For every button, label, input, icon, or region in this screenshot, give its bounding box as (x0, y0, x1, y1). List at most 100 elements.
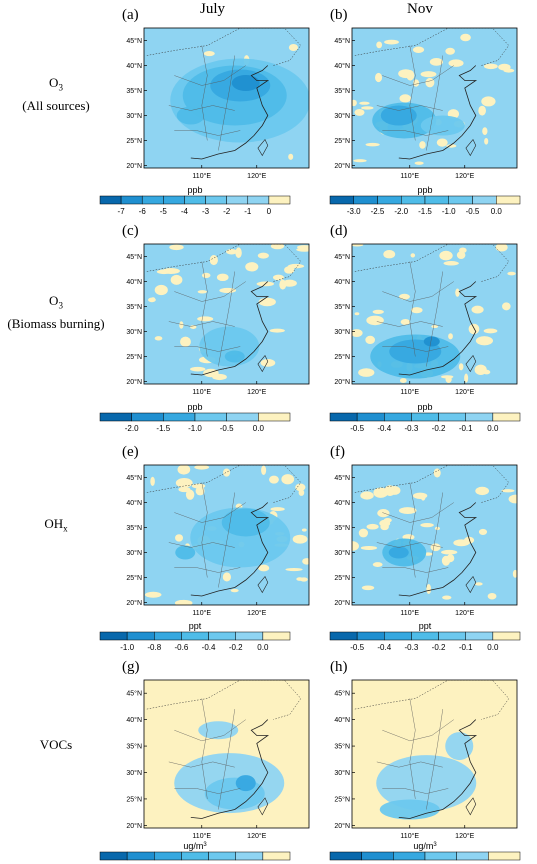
colorbar-box (438, 631, 466, 641)
map-panel-h: (h) 45°N 40°N 35°N 30°N 25°N 20°N 110°E 120°E (330, 659, 518, 840)
zero-patch (358, 368, 375, 377)
colorbar-tick-label: -0.4 (202, 643, 216, 652)
zero-patch (288, 43, 299, 51)
zero-patch (175, 478, 193, 488)
lon-tick-label: 120°E (247, 609, 266, 617)
lat-tick-label: 25°N (334, 795, 350, 803)
lat-tick-label: 40°N (126, 62, 142, 70)
zero-patch (261, 465, 267, 476)
zero-patch (175, 534, 184, 542)
lat-tick-label: 20°N (334, 822, 350, 830)
zero-patch (212, 373, 227, 381)
map-frame (143, 679, 310, 829)
plume-east (420, 115, 465, 136)
province-border (174, 502, 246, 523)
national-border (146, 28, 302, 66)
zero-patch (226, 248, 238, 255)
colorbar: -2.0 -1.5 -1.0 -0.5 0.0 ppb (99, 402, 291, 433)
plume-west (175, 545, 196, 560)
zero-patch (376, 41, 383, 49)
zero-patch (441, 549, 458, 555)
plume-north (198, 721, 239, 740)
lat-tick-label: 20°N (126, 162, 142, 170)
colorbar-tick-label: -0.2 (432, 424, 446, 433)
colorbar-box (465, 631, 494, 641)
panel-letter: (d) (330, 223, 348, 239)
zero-patch (360, 545, 378, 550)
province-border (376, 542, 443, 548)
map-panel-a: (a) 45°N 40°N 35°N 30°N 25°N 20°N 110°E 120°E (122, 7, 310, 180)
zero-patch (398, 507, 417, 515)
zero-patch (366, 523, 379, 530)
zero-patch (400, 318, 411, 325)
colorbar-box (99, 851, 128, 861)
lon-tick-label: 120°E (455, 609, 474, 617)
lon-tick-label: 110°E (400, 832, 419, 840)
zero-patch (169, 244, 184, 251)
colorbar: -0.5 -0.4 -0.3 -0.2 -0.1 0.0 ppb (329, 402, 521, 433)
colorbar-tick-label: -0.5 (466, 207, 480, 216)
lat-tick-label: 30°N (126, 328, 142, 336)
coastline (398, 65, 478, 160)
row-label-main: VOCs (39, 737, 73, 752)
coastline (398, 502, 478, 597)
zero-patch (154, 336, 163, 341)
colorbar-box (131, 412, 164, 422)
lon-tick-label: 110°E (192, 609, 211, 617)
zero-patch (258, 297, 276, 307)
province-border (426, 55, 443, 151)
colorbar-box (181, 851, 209, 861)
zero-patch (464, 373, 469, 383)
national-border (146, 244, 302, 282)
province-border (382, 567, 449, 573)
colorbar-box (465, 412, 494, 422)
colorbar-box (99, 412, 132, 422)
taiwan-outline (257, 797, 269, 816)
lon-tick-label: 110°E (400, 172, 419, 180)
zero-patch (487, 592, 497, 600)
zero-patch (284, 266, 295, 274)
province-border (382, 281, 454, 302)
colorbar-box (411, 412, 439, 422)
colorbar-box (492, 631, 521, 641)
zero-patch (203, 50, 215, 57)
column-title-july: July (200, 1, 226, 17)
row-label-o3-biomass: O3 (Biomass burning) (0, 292, 112, 332)
coastline (190, 502, 270, 597)
zero-patch (436, 138, 448, 147)
province-border (168, 542, 235, 548)
zero-patch (455, 288, 460, 297)
zero-patch (433, 468, 441, 478)
coastline (190, 719, 270, 819)
colorbar-tick-label: -3.0 (347, 207, 361, 216)
plume-north (445, 732, 474, 761)
zero-patch (359, 101, 370, 105)
province-border (382, 719, 454, 742)
colorbar-tick-label: -1.5 (156, 424, 170, 433)
zero-patch (434, 526, 441, 531)
map-panel-c: (c) 45°N 40°N 35°N 30°N 25°N 20°N 110°E 120°E (122, 223, 310, 396)
zero-patch (478, 105, 486, 116)
province-border (409, 45, 416, 141)
province-border (218, 55, 235, 151)
zero-patch (414, 161, 424, 165)
zero-patch (287, 263, 305, 269)
lat-tick-label: 35°N (334, 524, 350, 532)
row-label-sub: x (63, 523, 68, 534)
colorbar-box (126, 631, 155, 641)
colorbar-box (448, 195, 473, 205)
colorbar-tick-label: -0.2 (229, 643, 243, 652)
zero-patch (361, 106, 374, 110)
zero-patch (365, 142, 380, 147)
zero-patch (453, 539, 470, 547)
zero-patch (281, 474, 295, 485)
colorbar-box (205, 195, 227, 205)
zero-patch (185, 489, 195, 500)
colorbar-box (226, 195, 249, 205)
lat-tick-label: 45°N (126, 253, 142, 261)
province-border (426, 709, 443, 810)
zero-patch (495, 244, 508, 252)
province-border (174, 346, 241, 352)
lat-tick-label: 45°N (334, 37, 350, 45)
national-border (354, 680, 510, 720)
